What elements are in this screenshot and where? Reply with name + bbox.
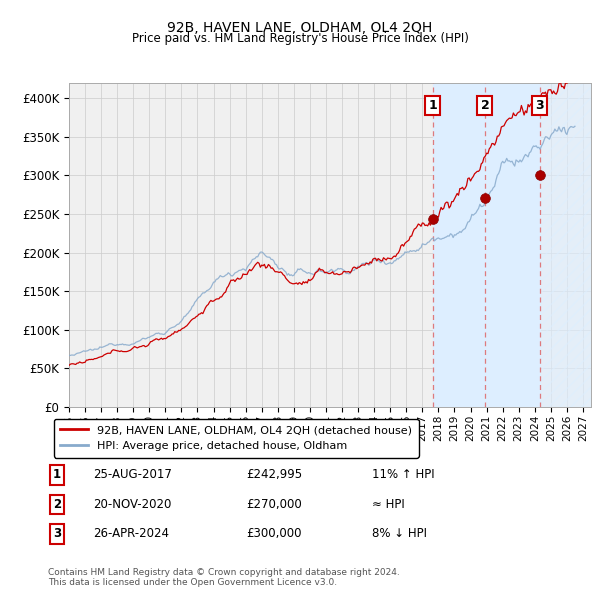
Text: 92B, HAVEN LANE, OLDHAM, OL4 2QH: 92B, HAVEN LANE, OLDHAM, OL4 2QH — [167, 21, 433, 35]
Text: 2: 2 — [481, 99, 490, 112]
Text: Price paid vs. HM Land Registry's House Price Index (HPI): Price paid vs. HM Land Registry's House … — [131, 32, 469, 45]
Text: 1: 1 — [53, 468, 61, 481]
Bar — [433, 83, 485, 407]
Text: 8% ↓ HPI: 8% ↓ HPI — [372, 527, 427, 540]
Text: £242,995: £242,995 — [246, 468, 302, 481]
Text: 26-APR-2024: 26-APR-2024 — [93, 527, 169, 540]
Bar — [540, 83, 591, 407]
Text: 11% ↑ HPI: 11% ↑ HPI — [372, 468, 434, 481]
Legend: 92B, HAVEN LANE, OLDHAM, OL4 2QH (detached house), HPI: Average price, detached : 92B, HAVEN LANE, OLDHAM, OL4 2QH (detach… — [53, 419, 419, 457]
Text: 1: 1 — [428, 99, 437, 112]
Text: 20-NOV-2020: 20-NOV-2020 — [93, 498, 172, 511]
Text: 25-AUG-2017: 25-AUG-2017 — [93, 468, 172, 481]
Text: £270,000: £270,000 — [246, 498, 302, 511]
Bar — [485, 83, 540, 407]
Text: £300,000: £300,000 — [246, 527, 302, 540]
Text: 3: 3 — [53, 527, 61, 540]
Text: 2: 2 — [53, 498, 61, 511]
Text: 3: 3 — [536, 99, 544, 112]
Text: ≈ HPI: ≈ HPI — [372, 498, 405, 511]
Text: Contains HM Land Registry data © Crown copyright and database right 2024.
This d: Contains HM Land Registry data © Crown c… — [48, 568, 400, 587]
